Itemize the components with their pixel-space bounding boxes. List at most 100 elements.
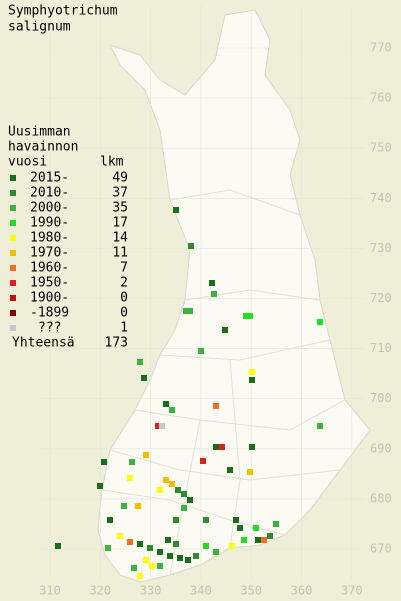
observation-square <box>143 557 149 563</box>
y-axis-label: 670 <box>370 542 392 556</box>
observation-square <box>181 505 187 511</box>
observation-square <box>255 537 261 543</box>
observation-square <box>247 469 253 475</box>
legend-label: 2000- <box>30 201 69 216</box>
title: Symphyotrichum <box>8 4 118 19</box>
y-axis-label: 710 <box>370 341 392 355</box>
legend-count: 35 <box>112 201 128 216</box>
y-axis-label: 740 <box>370 191 392 205</box>
legend-swatch <box>10 235 16 241</box>
observation-square <box>187 497 193 503</box>
legend-total: 173 <box>105 336 128 351</box>
x-axis-label: 340 <box>190 584 212 598</box>
legend-total-label: Yhteensä <box>12 336 75 351</box>
observation-square <box>173 541 179 547</box>
observation-square <box>137 573 143 579</box>
observation-square <box>200 458 206 464</box>
observation-square <box>175 487 181 493</box>
observation-square <box>107 517 113 523</box>
observation-square <box>188 243 194 249</box>
observation-square <box>97 483 103 489</box>
observation-square <box>167 553 173 559</box>
observation-square <box>237 525 243 531</box>
y-axis-label: 750 <box>370 141 392 155</box>
legend-header: lkm <box>100 155 124 170</box>
observation-square <box>193 553 199 559</box>
legend-count: 0 <box>120 306 128 321</box>
observation-square <box>149 563 155 569</box>
legend-count: 17 <box>112 216 128 231</box>
observation-square <box>209 280 215 286</box>
legend-swatch <box>10 295 16 301</box>
observation-square <box>173 207 179 213</box>
legend-label: 2010- <box>30 186 69 201</box>
observation-square <box>155 423 161 429</box>
observation-square <box>233 517 239 523</box>
legend-label: 2015- <box>30 171 69 186</box>
observation-square <box>203 517 209 523</box>
legend-label: 1900- <box>30 291 69 306</box>
observation-square <box>101 459 107 465</box>
y-axis-label: 730 <box>370 241 392 255</box>
legend-swatch <box>10 190 16 196</box>
observation-square <box>253 525 259 531</box>
legend-count: 7 <box>120 261 128 276</box>
legend-swatch <box>10 280 16 286</box>
observation-square <box>127 539 133 545</box>
region-borders <box>101 189 346 576</box>
x-axis-label: 370 <box>341 584 363 598</box>
legend-swatch <box>10 205 16 211</box>
observation-square <box>127 475 133 481</box>
x-axis-label: 360 <box>291 584 313 598</box>
observation-square <box>157 563 163 569</box>
observation-square <box>181 491 187 497</box>
observation-square <box>243 313 249 319</box>
observation-square <box>177 555 183 561</box>
legend-swatch <box>10 175 16 181</box>
observation-square <box>213 403 219 409</box>
x-axis-label: 320 <box>89 584 111 598</box>
y-axis-label: 770 <box>370 41 392 55</box>
y-axis-label: 720 <box>370 291 392 305</box>
observation-square <box>137 541 143 547</box>
legend-label: -1899 <box>30 306 69 321</box>
observation-square <box>222 327 228 333</box>
observation-square <box>169 481 175 487</box>
observation-square <box>169 407 175 413</box>
legend-swatch <box>10 325 16 331</box>
observation-square <box>227 467 233 473</box>
legend-count: 11 <box>112 246 128 261</box>
y-axis-label: 680 <box>370 491 392 505</box>
title: salignum <box>8 20 71 35</box>
observation-square <box>185 557 191 563</box>
observation-square <box>141 375 147 381</box>
y-axis-label: 700 <box>370 391 392 405</box>
y-axis-label: 690 <box>370 441 392 455</box>
y-axis-label: 760 <box>370 91 392 105</box>
legend-label: 1960- <box>30 261 69 276</box>
legend-header: havainnon <box>8 140 78 155</box>
observation-square <box>249 444 255 450</box>
legend-header: Uusimman <box>8 125 71 140</box>
legend-swatch <box>10 265 16 271</box>
legend-count: 0 <box>120 291 128 306</box>
observation-square <box>213 444 219 450</box>
observation-square <box>163 401 169 407</box>
observation-square <box>105 545 111 551</box>
observation-square <box>229 543 235 549</box>
observation-square <box>137 359 143 365</box>
observation-square <box>173 517 179 523</box>
observation-square <box>198 348 204 354</box>
observation-square <box>135 503 141 509</box>
legend-label: ??? <box>38 321 61 336</box>
observations <box>55 207 323 579</box>
observation-square <box>211 291 217 297</box>
grid <box>40 5 365 580</box>
observation-square <box>247 313 253 319</box>
legend-count: 49 <box>112 171 128 186</box>
observation-square <box>187 308 193 314</box>
observation-square <box>249 369 255 375</box>
observation-square <box>163 477 169 483</box>
observation-square <box>157 549 163 555</box>
